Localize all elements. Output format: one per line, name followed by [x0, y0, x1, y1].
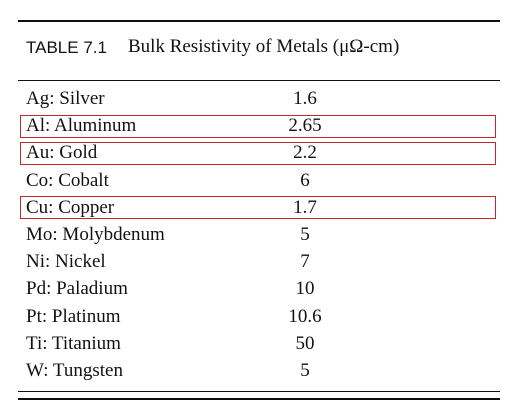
bottom-rule	[18, 391, 500, 392]
metal-name: Au: Gold	[26, 142, 98, 164]
resistivity-value: 1.7	[293, 196, 317, 218]
metal-name: Pd: Paladium	[26, 278, 128, 300]
table-title: Bulk Resistivity of Metals (μΩ-cm)	[128, 36, 400, 57]
metal-name: Ni: Nickel	[26, 251, 106, 273]
highlight-box	[20, 196, 496, 220]
table-label: TABLE 7.1	[26, 38, 107, 57]
resistivity-value: 5	[300, 224, 310, 245]
metal-name: Al: Aluminum	[26, 115, 137, 137]
resistivity-value: 6	[300, 169, 310, 191]
resistivity-value: 7	[300, 251, 310, 273]
bottom-rule	[18, 398, 500, 400]
metal-name: Ag: Silver	[26, 88, 105, 109]
resistivity-value: 1.6	[293, 88, 317, 109]
metal-name: Mo: Molybdenum	[26, 224, 165, 245]
highlight-box	[20, 114, 496, 138]
metal-name: W: Tungsten	[26, 360, 123, 381]
metal-name: Cu: Copper	[26, 196, 115, 218]
header-rule	[18, 80, 500, 81]
metal-name: Ti: Titanium	[26, 332, 121, 354]
highlight-box	[20, 141, 496, 165]
resistivity-value: 2.65	[288, 115, 322, 137]
metal-name: Pt: Platinum	[26, 305, 121, 327]
resistivity-value: 10	[295, 278, 315, 300]
top-rule	[18, 20, 500, 22]
resistivity-value: 5	[300, 360, 310, 381]
resistivity-value: 10.6	[288, 305, 322, 327]
resistivity-value: 50	[295, 332, 315, 354]
metal-name: Co: Cobalt	[26, 169, 109, 191]
resistivity-value: 2.2	[293, 142, 317, 164]
